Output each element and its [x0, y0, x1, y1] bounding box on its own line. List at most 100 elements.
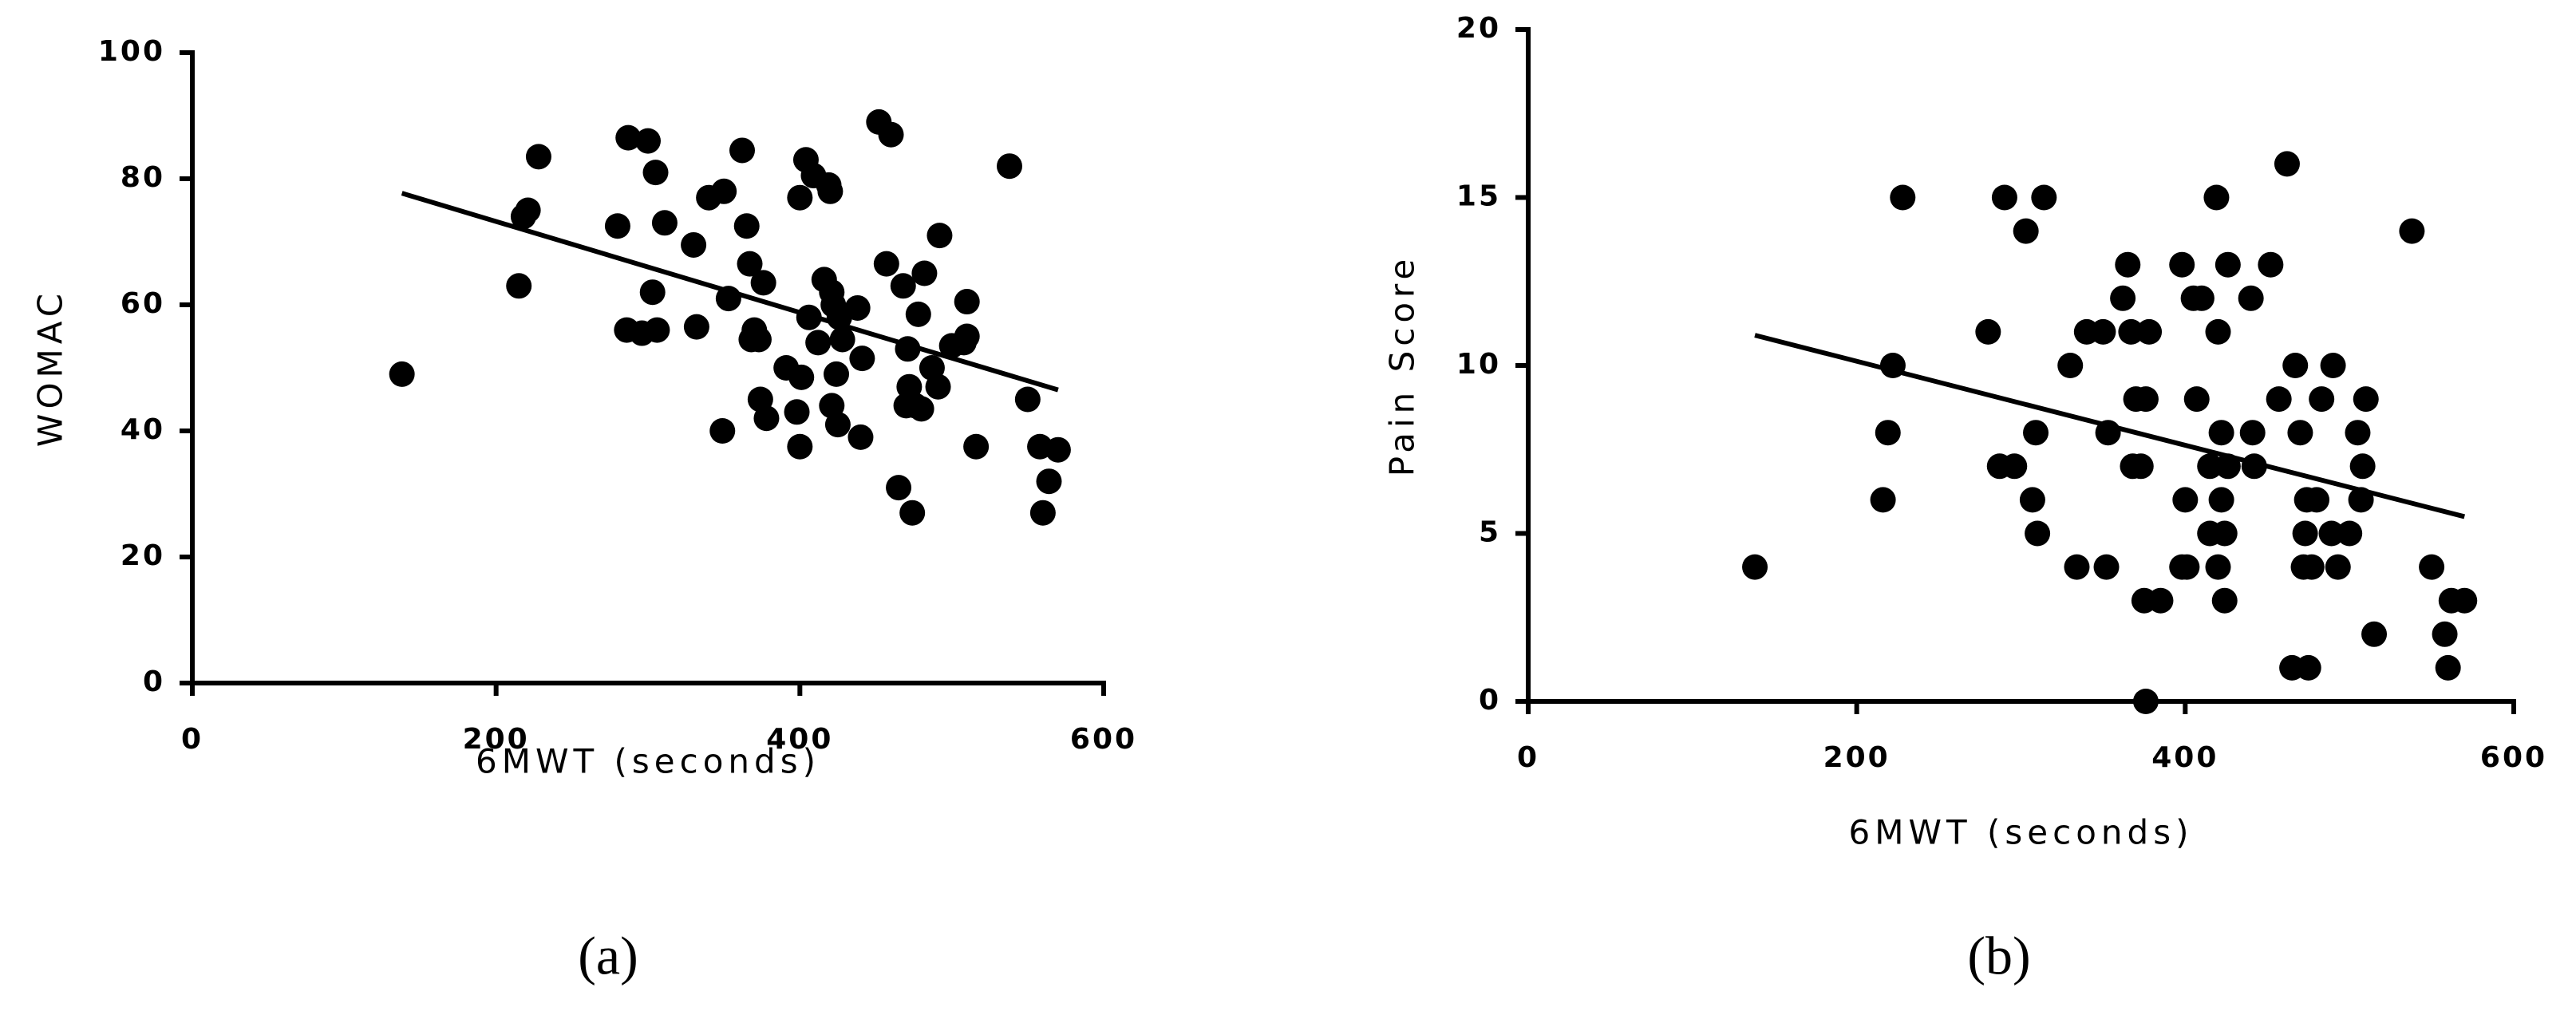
point	[788, 364, 815, 390]
point	[817, 178, 844, 204]
point	[2399, 218, 2425, 244]
point	[2023, 420, 2049, 446]
point	[886, 475, 912, 501]
point	[2282, 353, 2309, 378]
point	[2419, 554, 2445, 580]
point	[737, 251, 763, 277]
point	[2188, 285, 2214, 311]
y-tick-label: 100	[98, 35, 165, 68]
point	[2432, 621, 2458, 647]
point	[2292, 520, 2318, 547]
point	[639, 279, 666, 306]
point	[2205, 318, 2231, 345]
point	[525, 144, 551, 170]
point	[2345, 420, 2371, 446]
point	[644, 317, 670, 343]
point	[2208, 420, 2234, 446]
point	[709, 418, 736, 444]
point	[954, 289, 980, 315]
point	[2031, 184, 2057, 211]
point	[2132, 386, 2159, 413]
y-tick-label: 0	[143, 665, 165, 698]
point	[2090, 318, 2116, 345]
point	[2287, 420, 2313, 446]
point	[847, 424, 874, 450]
point	[2064, 554, 2090, 580]
x-tick-label: 600	[2480, 741, 2547, 774]
point	[2013, 218, 2039, 244]
point	[2304, 487, 2329, 513]
y-tick-label: 20	[121, 539, 165, 572]
point	[1991, 184, 2017, 211]
point	[2183, 386, 2210, 413]
point	[844, 294, 871, 321]
point	[787, 433, 813, 460]
point	[925, 373, 951, 400]
point	[2136, 318, 2163, 345]
point	[1014, 386, 1041, 413]
y-tick-label: 80	[121, 161, 165, 194]
point	[1890, 184, 1916, 211]
point	[873, 251, 899, 277]
point	[2172, 487, 2199, 513]
point	[2361, 621, 2388, 647]
point	[1036, 468, 1062, 495]
point	[1875, 420, 1901, 446]
point	[805, 330, 832, 356]
point	[2203, 184, 2230, 211]
point	[2239, 420, 2266, 446]
point	[2025, 520, 2051, 547]
point	[389, 361, 415, 387]
y-tick-label: 5	[1479, 516, 1501, 549]
point	[2019, 487, 2045, 513]
point	[1029, 500, 1056, 526]
y-axis-title: WOMAC	[31, 289, 70, 447]
point	[2118, 318, 2144, 345]
point	[829, 326, 855, 353]
y-tick-label: 40	[121, 413, 165, 446]
point	[784, 399, 810, 425]
point	[604, 213, 630, 239]
x-axis-title: 6MWT (seconds)	[476, 742, 820, 781]
point	[2093, 554, 2120, 580]
point	[2309, 386, 2335, 413]
y-tick-label: 10	[1456, 348, 1501, 381]
trend-line	[401, 191, 1059, 393]
point	[908, 396, 934, 422]
point	[2258, 251, 2284, 278]
point	[824, 361, 850, 387]
point	[2110, 285, 2136, 311]
point	[926, 223, 953, 249]
x-tick-label: 600	[1070, 723, 1137, 756]
point	[2001, 453, 2028, 480]
point	[2211, 520, 2238, 547]
point	[2266, 386, 2292, 413]
point	[849, 346, 875, 372]
point	[2238, 285, 2264, 311]
point	[2208, 487, 2234, 513]
point	[2147, 587, 2174, 614]
point	[2349, 453, 2376, 480]
x-tick-label: 0	[1517, 741, 1539, 774]
point	[899, 500, 926, 526]
point	[1742, 554, 1768, 580]
point	[729, 137, 756, 164]
point	[651, 210, 678, 236]
point	[2353, 386, 2379, 413]
point	[753, 405, 780, 432]
point	[1045, 436, 1071, 463]
caption: (a)	[578, 926, 638, 986]
point	[2169, 251, 2195, 278]
point	[2211, 587, 2238, 614]
point	[2214, 251, 2241, 278]
point	[2337, 520, 2363, 547]
point	[745, 326, 772, 353]
point	[824, 412, 851, 438]
point	[2295, 654, 2321, 681]
point	[890, 273, 916, 299]
x-tick-label: 400	[2151, 741, 2218, 774]
point	[2057, 353, 2084, 378]
point	[2435, 654, 2461, 681]
point	[2205, 554, 2231, 580]
point	[506, 273, 532, 299]
